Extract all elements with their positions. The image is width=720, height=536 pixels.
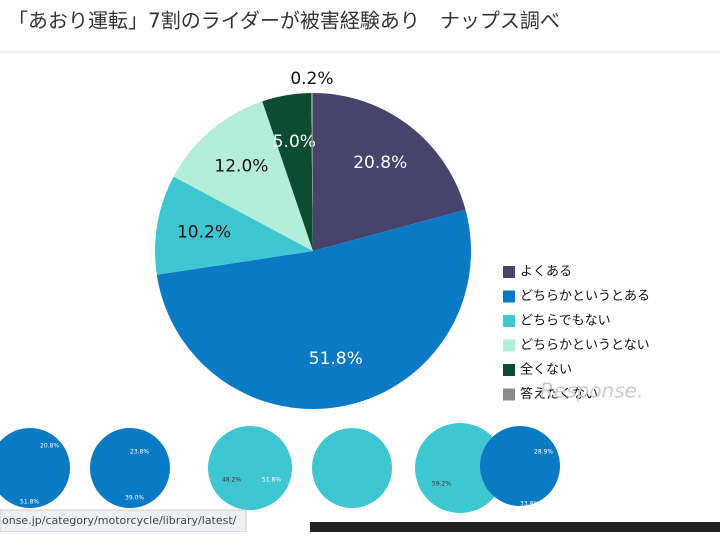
thumbnail bbox=[480, 426, 560, 506]
thumb-edge bbox=[0, 414, 720, 416]
legend: よくあるどちらかというとあるどちらでもないどちらかというとない全くない答えたくな… bbox=[503, 265, 650, 402]
slice-label: 5.0% bbox=[273, 132, 316, 152]
legend-swatch bbox=[503, 339, 515, 352]
legend-swatch bbox=[503, 290, 515, 303]
thumb-label: 48.2% bbox=[222, 477, 241, 484]
legend-label: よくある bbox=[520, 265, 572, 280]
thumb-label: 20.8% bbox=[40, 443, 59, 450]
thumb-label: 51.8% bbox=[262, 477, 281, 484]
thumbnail bbox=[90, 428, 170, 508]
thumbnail bbox=[312, 428, 392, 508]
thumbnail bbox=[208, 426, 292, 510]
pie-slice bbox=[311, 93, 313, 251]
legend-label: 答えたくない bbox=[520, 386, 598, 402]
pie-slice bbox=[262, 93, 313, 251]
status-url: onse.jp/category/motorcycle/library/late… bbox=[2, 514, 237, 527]
legend-label: どちらかというとある bbox=[520, 289, 650, 304]
legend-swatch bbox=[503, 266, 515, 278]
thumb-label: 51.8% bbox=[20, 499, 39, 506]
thumbnail bbox=[0, 428, 70, 508]
legend-label: どちらかというとない bbox=[520, 338, 650, 353]
pie-slice bbox=[313, 93, 466, 251]
pie-slice bbox=[156, 209, 471, 409]
slice-label: 12.0% bbox=[214, 157, 268, 177]
legend-swatch bbox=[503, 315, 515, 327]
legend-swatch bbox=[503, 388, 515, 401]
thumb-label: 59.2% bbox=[432, 481, 451, 488]
thumbnails: 20.8% 51.8% 23.8% 39.0% 51.8% 48.2% 59.2… bbox=[0, 414, 720, 513]
slice-label: 10.2% bbox=[177, 222, 231, 242]
taskbar bbox=[310, 522, 720, 532]
pie-slice bbox=[155, 176, 313, 275]
slice-label: 51.8% bbox=[309, 349, 363, 369]
legend-swatch bbox=[503, 364, 515, 376]
pie: 20.8% 51.8% 10.2% 12.0%5.0% 0.2% bbox=[155, 69, 471, 409]
thumb-label: 28.9% bbox=[534, 449, 553, 456]
legend-label: 全くない bbox=[520, 362, 572, 378]
slice-label: 20.8% bbox=[353, 153, 407, 173]
slice-label: 0.2% bbox=[290, 69, 333, 89]
thumbnail bbox=[415, 423, 505, 513]
thumb-label: 33.8% bbox=[520, 501, 539, 508]
thumb-label: 39.0% bbox=[125, 495, 144, 502]
pie-slice bbox=[173, 101, 313, 252]
thumb-label: 23.8% bbox=[130, 449, 149, 456]
legend-label: どちらでもない bbox=[520, 314, 611, 329]
article-title: 「あおり運転」7割のライダーが被害経験あり ナップス調べ bbox=[8, 9, 560, 33]
watermark: Response. bbox=[540, 379, 643, 403]
